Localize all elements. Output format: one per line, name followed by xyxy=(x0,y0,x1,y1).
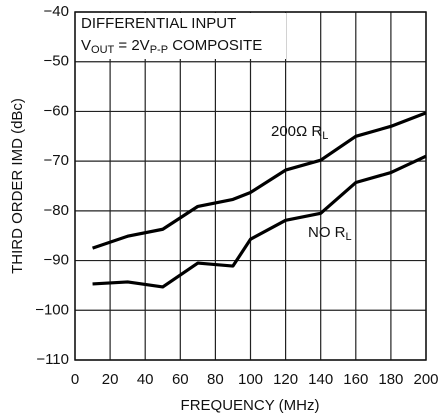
series-label-part: NO R xyxy=(308,224,346,241)
plot-frame xyxy=(74,11,427,361)
x-tick-label: 80 xyxy=(207,371,224,388)
annotation-part: P-P xyxy=(150,44,168,56)
x-tick-label: 40 xyxy=(137,371,154,388)
y-tick-label: −80 xyxy=(44,202,69,219)
annotation-box xyxy=(76,13,286,59)
series-label-part: L xyxy=(346,231,352,243)
x-tick-label: 100 xyxy=(238,371,263,388)
annotation-part: = 2V xyxy=(114,37,149,54)
y-tick-label: −50 xyxy=(44,53,69,70)
annotation-part: COMPOSITE xyxy=(168,37,262,54)
series-line xyxy=(92,111,427,250)
x-tick-label: 180 xyxy=(378,371,403,388)
x-tick-label: 0 xyxy=(71,371,79,388)
y-tick-label: −60 xyxy=(44,102,69,119)
annotation: DIFFERENTIAL INPUT xyxy=(81,15,236,32)
series-label: NO RL xyxy=(308,224,352,243)
y-tick-label: −70 xyxy=(44,152,69,169)
x-tick-label: 60 xyxy=(172,371,189,388)
series-label-part: L xyxy=(322,130,328,142)
y-tick-label: −110 xyxy=(36,351,69,368)
annotation-part: OUT xyxy=(91,44,115,56)
y-tick-label: −40 xyxy=(44,3,69,20)
series-label: 200Ω RL xyxy=(271,123,328,142)
x-tick-label: 160 xyxy=(343,371,368,388)
y-tick-label: −100 xyxy=(35,301,69,318)
y-tick-label: −90 xyxy=(44,252,69,269)
y-axis-label: THIRD ORDER IMD (dBc) xyxy=(9,98,26,274)
series-label-part: 200Ω R xyxy=(271,123,322,140)
x-tick-label: 140 xyxy=(308,371,333,388)
series-line xyxy=(92,154,427,289)
x-axis-label: FREQUENCY (MHz) xyxy=(181,397,320,414)
x-tick-label: 200 xyxy=(413,371,438,388)
annotation: VOUT = 2VP-P COMPOSITE xyxy=(81,37,262,56)
x-tick-label: 20 xyxy=(102,371,119,388)
x-tick-label: 120 xyxy=(273,371,298,388)
annotation-part: V xyxy=(81,37,91,54)
